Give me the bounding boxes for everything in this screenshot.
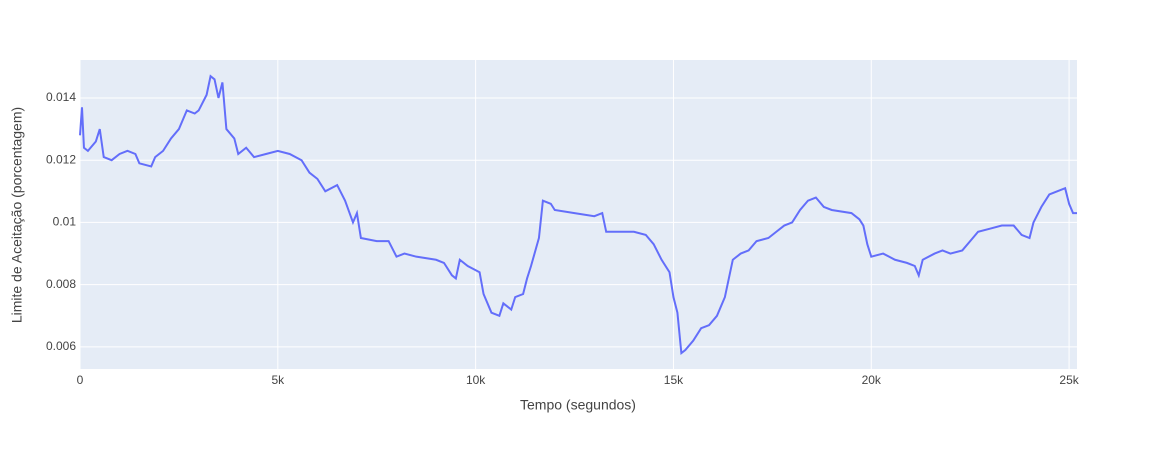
y-tick-label: 0.014 [46,90,76,104]
y-tick-label: 0.012 [46,152,76,166]
x-tick-label: 25k [1059,373,1079,387]
line [79,74,1077,356]
y-tick-label: 0.008 [46,277,76,291]
x-tick-label: 10k [466,373,486,387]
x-axis-title: Tempo (segundos) [520,397,636,413]
y-tick-label: 0.01 [53,215,77,229]
x-tick-label: 20k [862,373,882,387]
x-tick-label: 0 [77,373,84,387]
y-tick-label: 0.006 [46,339,76,353]
x-tick-label: 5k [271,373,285,387]
y-axis-title: Limite de Aceitação (porcentagem) [9,107,25,323]
x-tick-label: 15k [664,373,684,387]
